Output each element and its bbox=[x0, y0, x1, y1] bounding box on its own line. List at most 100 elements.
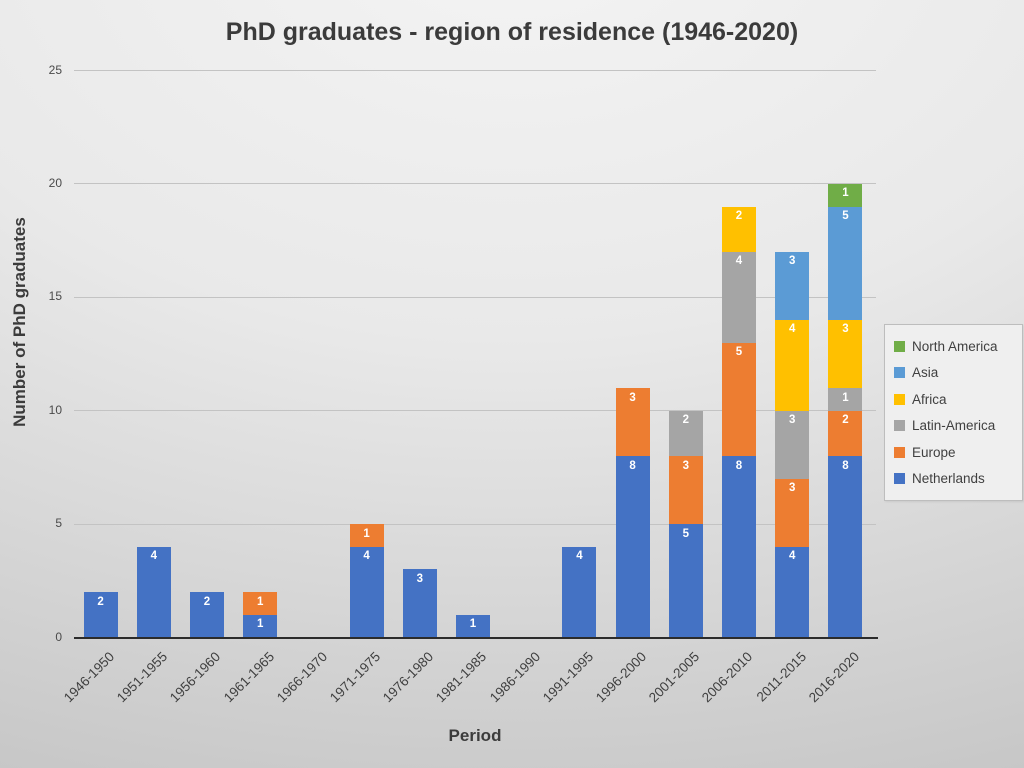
bar-segment-europe-1971-1975: 1 bbox=[349, 524, 384, 547]
segment-value-label: 2 bbox=[842, 414, 849, 427]
y-tick-label: 10 bbox=[48, 402, 62, 417]
segment-value-label: 8 bbox=[629, 459, 636, 472]
bar-segment-netherlands-2011-2015: 4 bbox=[775, 546, 810, 638]
x-category-label: 2016-2020 bbox=[805, 649, 862, 706]
segment-value-label: 3 bbox=[682, 459, 689, 472]
bar-segment-netherlands-1961-1965: 1 bbox=[243, 614, 278, 638]
legend-swatch-icon bbox=[894, 446, 905, 458]
segment-value-label: 3 bbox=[842, 323, 849, 336]
bar-segment-netherlands-1996-2000: 8 bbox=[615, 456, 650, 638]
legend-item-north-america: North America bbox=[894, 339, 1018, 354]
legend-item-netherlands: Netherlands bbox=[894, 471, 1018, 486]
gridline-y5 bbox=[74, 523, 876, 525]
segment-value-label: 5 bbox=[682, 527, 689, 540]
bar-segment-asia-2016-2020: 5 bbox=[828, 206, 863, 320]
bar-segment-netherlands-2016-2020: 8 bbox=[828, 456, 863, 638]
segment-value-label: 8 bbox=[842, 459, 849, 472]
gridline-y15 bbox=[74, 296, 876, 298]
bar-segment-asia-2011-2015: 3 bbox=[775, 251, 810, 320]
bar-segment-netherlands-1991-1995: 4 bbox=[562, 546, 597, 638]
segment-value-label: 3 bbox=[629, 391, 636, 404]
y-tick-label: 15 bbox=[48, 289, 62, 304]
legend-swatch-icon bbox=[894, 473, 905, 485]
bar-segment-europe-1996-2000: 3 bbox=[615, 388, 650, 457]
segment-value-label: 2 bbox=[203, 595, 211, 608]
segment-value-label: 8 bbox=[735, 459, 743, 472]
legend: North America Asia Africa Latin-America Euro… bbox=[884, 324, 1023, 501]
x-category-label: 1956-1960 bbox=[167, 649, 224, 706]
segment-value-label: 1 bbox=[469, 618, 477, 631]
bar-segment-latin-america-2016-2020: 1 bbox=[828, 388, 863, 411]
x-category-label: 2006-2010 bbox=[699, 649, 756, 706]
x-category-label: 2001-2005 bbox=[646, 649, 703, 706]
bar-segment-europe-2011-2015: 3 bbox=[775, 478, 810, 547]
legend-label: Netherlands bbox=[912, 471, 985, 487]
legend-swatch-icon bbox=[894, 393, 905, 405]
bar-segment-africa-2016-2020: 3 bbox=[828, 319, 863, 388]
y-tick-label: 20 bbox=[48, 175, 62, 190]
x-category-label: 1986-1990 bbox=[486, 649, 543, 706]
bar-segment-europe-2006-2010: 5 bbox=[722, 342, 756, 457]
bar-segment-netherlands-1976-1980: 3 bbox=[402, 569, 437, 638]
legend-swatch-icon bbox=[894, 340, 905, 352]
bar-segment-europe-1961-1965: 1 bbox=[243, 592, 278, 615]
x-axis-line bbox=[74, 636, 878, 639]
legend-label: Latin-America bbox=[912, 418, 996, 434]
x-axis-title: Period bbox=[448, 726, 502, 745]
bar-segment-netherlands-1981-1985: 1 bbox=[456, 614, 490, 638]
y-tick-label: 5 bbox=[55, 516, 62, 531]
bar-segment-netherlands-2006-2010: 8 bbox=[722, 456, 756, 638]
segment-value-label: 4 bbox=[576, 550, 583, 563]
y-tick-label: 0 bbox=[55, 629, 62, 644]
x-category-label: 1991-1995 bbox=[539, 649, 596, 706]
segment-value-label: 4 bbox=[735, 255, 743, 268]
legend-swatch-icon bbox=[894, 367, 905, 379]
bar-segment-europe-2001-2005: 3 bbox=[668, 456, 703, 525]
bar-segment-netherlands-2001-2005: 5 bbox=[668, 524, 703, 638]
bar-segment-netherlands-1971-1975: 4 bbox=[349, 546, 384, 638]
segment-value-label: 2 bbox=[682, 414, 689, 427]
x-category-label: 1946-1950 bbox=[60, 649, 118, 706]
segment-value-label: 1 bbox=[256, 595, 264, 608]
segment-value-label: 1 bbox=[363, 527, 370, 540]
legend-item-europe: Europe bbox=[894, 445, 1018, 460]
gridline-y20 bbox=[74, 183, 876, 185]
y-tick-label: 25 bbox=[48, 62, 62, 77]
segment-value-label: 1 bbox=[256, 618, 264, 631]
segment-value-label: 4 bbox=[363, 550, 370, 563]
segment-value-label: 5 bbox=[842, 210, 849, 223]
gridline-y25 bbox=[74, 70, 876, 71]
legend-swatch-icon bbox=[894, 420, 905, 432]
segment-value-label: 4 bbox=[150, 550, 157, 563]
legend-item-latin-america: Latin-America bbox=[894, 418, 1018, 433]
segment-value-label: 3 bbox=[788, 482, 796, 495]
legend-item-africa: Africa bbox=[894, 392, 1018, 407]
legend-label: Africa bbox=[912, 391, 947, 407]
x-category-label: 2011-2015 bbox=[753, 649, 809, 705]
x-category-label: 1966-1970 bbox=[273, 649, 330, 706]
legend-label: Europe bbox=[912, 444, 956, 460]
x-category-label: 1961-1965 bbox=[220, 649, 277, 706]
segment-value-label: 5 bbox=[735, 346, 743, 359]
legend-label: North America bbox=[912, 338, 998, 354]
bar-segment-africa-2006-2010: 2 bbox=[722, 206, 756, 252]
segment-value-label: 3 bbox=[788, 255, 796, 268]
bar-segment-latin-america-2001-2005: 2 bbox=[668, 410, 703, 457]
bar-segment-netherlands-1951-1955: 4 bbox=[136, 546, 171, 638]
legend-label: Asia bbox=[912, 365, 939, 381]
bar-segment-latin-america-2011-2015: 3 bbox=[775, 410, 810, 479]
segment-value-label: 2 bbox=[735, 210, 743, 223]
chart-title: PhD graduates - region of residence (194… bbox=[225, 18, 799, 46]
bar-segment-europe-2016-2020: 2 bbox=[828, 410, 863, 457]
x-category-label: 1971-1975 bbox=[326, 649, 384, 706]
segment-value-label: 1 bbox=[842, 187, 849, 200]
bar-segment-north-america-2016-2020: 1 bbox=[828, 183, 863, 207]
segment-value-label: 1 bbox=[842, 391, 849, 404]
bar-segment-netherlands-1956-1960: 2 bbox=[190, 592, 224, 638]
segment-value-label: 2 bbox=[97, 595, 104, 608]
segment-value-label: 3 bbox=[788, 414, 796, 427]
segment-value-label: 4 bbox=[788, 323, 796, 336]
bar-segment-latin-america-2006-2010: 4 bbox=[722, 251, 756, 343]
gridline-y10 bbox=[74, 410, 876, 412]
